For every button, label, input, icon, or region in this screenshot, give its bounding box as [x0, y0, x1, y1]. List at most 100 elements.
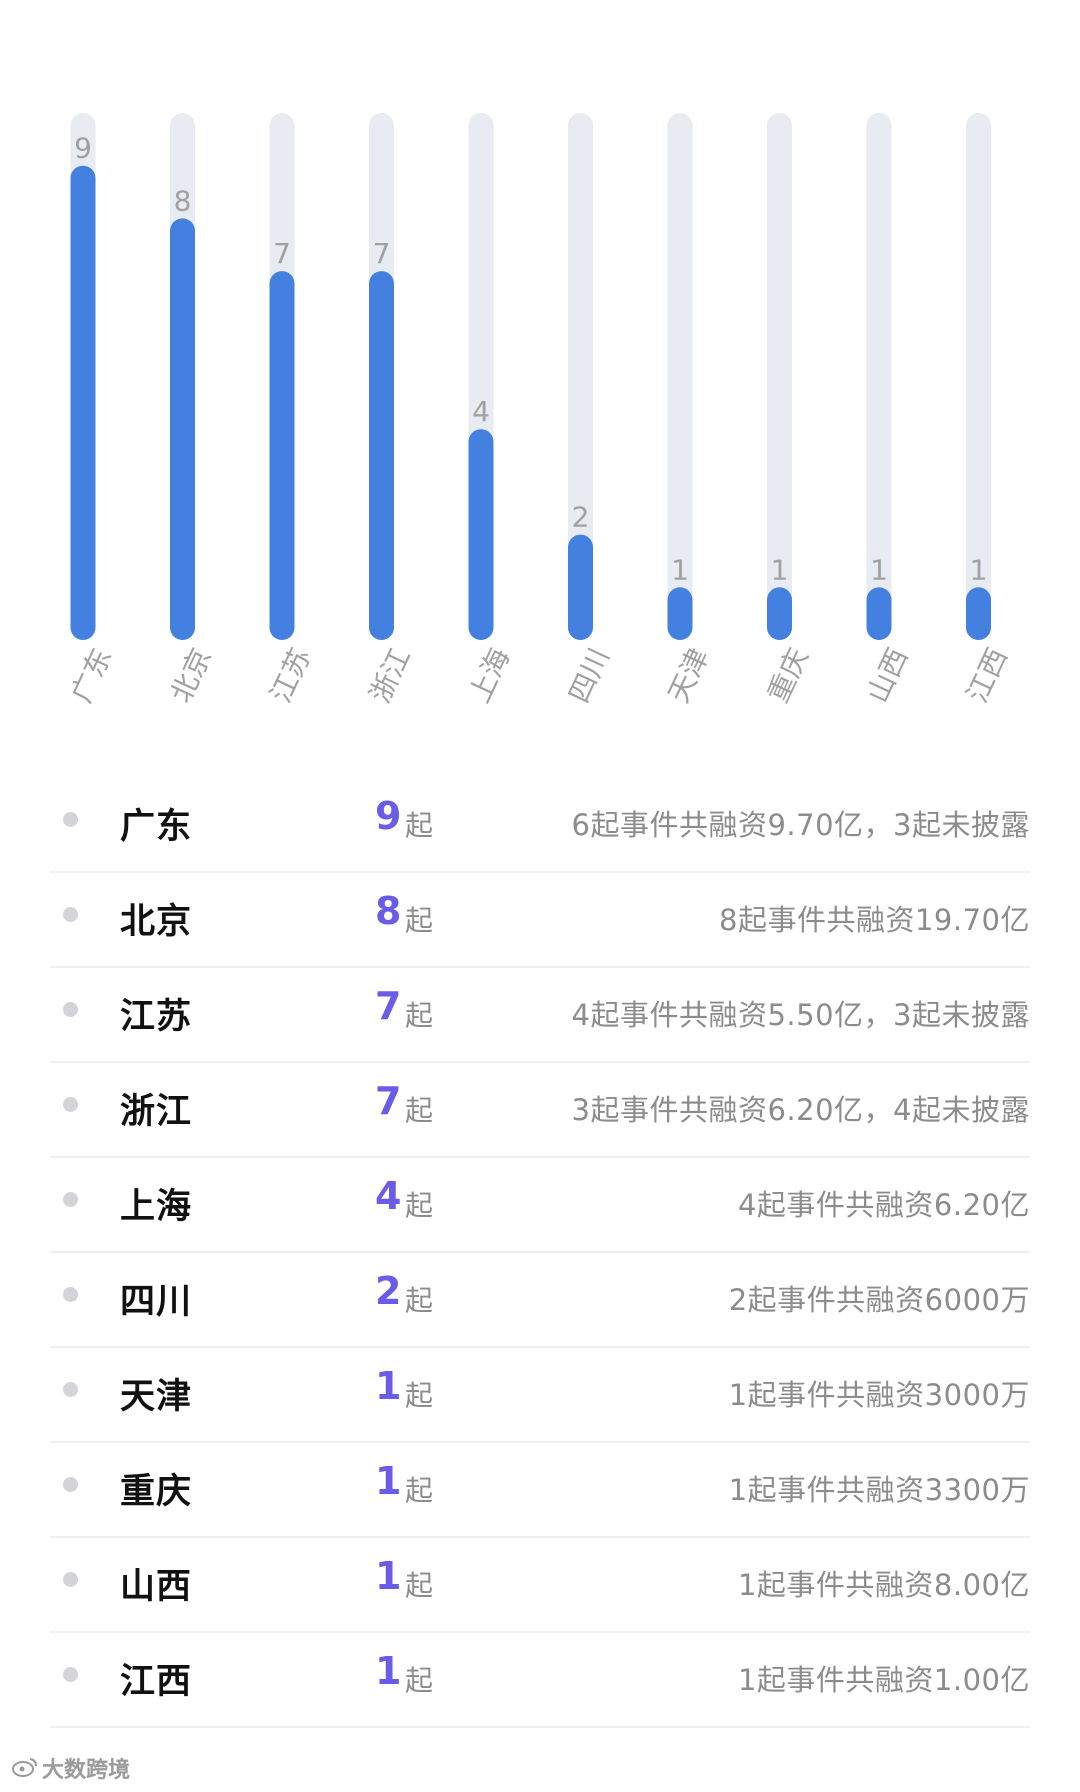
event-count: 7 — [375, 1079, 402, 1123]
bullet-dot — [63, 1382, 78, 1397]
financing-detail: 1起事件共融资1.00亿 — [737, 1663, 1030, 1697]
count-unit: 起 — [405, 1664, 434, 1697]
table-row: 天津 1 起 1起事件共融资3000万 — [50, 1348, 1030, 1443]
event-count: 1 — [375, 1364, 402, 1408]
bullet-dot — [63, 1572, 78, 1587]
table-row: 浙江 7 起 3起事件共融资6.20亿，4起未披露 — [50, 1063, 1030, 1158]
count-unit: 起 — [405, 1379, 434, 1412]
data-label: 7 — [373, 237, 391, 270]
region-name: 北京 — [120, 902, 193, 942]
category-label: 四川 — [562, 643, 616, 708]
count-unit: 起 — [405, 809, 434, 842]
data-label: 1 — [970, 553, 988, 586]
category-label: 浙江 — [363, 643, 417, 708]
table-row: 上海 4 起 4起事件共融资6.20亿 — [50, 1158, 1030, 1253]
category-label: 广东 — [65, 643, 119, 708]
bar — [866, 587, 892, 640]
region-name: 四川 — [120, 1282, 193, 1322]
count-unit: 起 — [405, 999, 434, 1032]
table-row: 江西 1 起 1起事件共融资1.00亿 — [50, 1633, 1030, 1728]
bar — [468, 429, 494, 640]
financing-detail: 4起事件共融资6.20亿 — [737, 1188, 1030, 1222]
count-unit: 起 — [405, 1094, 434, 1127]
category-label: 上海 — [463, 643, 517, 708]
table-row: 四川 2 起 2起事件共融资6000万 — [50, 1253, 1030, 1348]
category-label: 山西 — [861, 643, 915, 708]
data-label: 4 — [472, 395, 490, 428]
bar — [170, 218, 195, 640]
bullet-dot — [63, 907, 78, 922]
region-name: 江西 — [120, 1662, 193, 1702]
event-count: 9 — [375, 794, 402, 838]
table-row: 广东 9 起 6起事件共融资9.70亿，3起未披露 — [50, 778, 1030, 873]
event-count: 1 — [375, 1649, 402, 1693]
region-name: 重庆 — [120, 1472, 193, 1512]
bar-chart: 9 广东 8 北京 7 江苏 7 浙江 4 上海 2 四川 1 天津 1 重庆 1 山西 1 江西 — [65, 113, 1014, 708]
bar-track — [767, 113, 792, 640]
count-unit: 起 — [405, 1569, 434, 1602]
bar — [269, 271, 295, 640]
bullet-dot — [63, 1097, 78, 1112]
category-label: 北京 — [164, 643, 218, 708]
region-name: 江苏 — [120, 997, 193, 1037]
count-unit: 起 — [405, 1189, 434, 1222]
financing-detail: 1起事件共融资3300万 — [728, 1473, 1030, 1507]
data-label: 1 — [671, 553, 689, 586]
brand-name: 大数跨境 — [42, 1758, 131, 1783]
data-label: 7 — [273, 237, 291, 270]
financing-detail: 6起事件共融资9.70亿，3起未披露 — [571, 808, 1030, 842]
bar-track — [966, 113, 991, 640]
bullet-dot — [63, 1667, 78, 1682]
data-label: 2 — [572, 501, 590, 534]
region-name: 上海 — [120, 1187, 193, 1227]
table-row: 山西 1 起 1起事件共融资8.00亿 — [50, 1538, 1030, 1633]
event-count: 8 — [375, 889, 402, 933]
category-label: 江西 — [960, 643, 1014, 708]
bar — [70, 165, 96, 640]
bullet-dot — [63, 1002, 78, 1017]
bullet-dot — [63, 1477, 78, 1492]
data-label: 9 — [74, 132, 92, 165]
event-count: 2 — [375, 1269, 402, 1313]
data-label: 8 — [174, 184, 192, 217]
financing-detail: 1起事件共融资3000万 — [728, 1378, 1030, 1412]
region-name: 山西 — [120, 1567, 193, 1607]
financing-detail: 2起事件共融资6000万 — [728, 1283, 1030, 1317]
financing-detail: 1起事件共融资8.00亿 — [737, 1568, 1030, 1602]
category-label: 重庆 — [761, 643, 815, 708]
region-name: 广东 — [120, 807, 193, 847]
table-row: 重庆 1 起 1起事件共融资3300万 — [50, 1443, 1030, 1538]
event-count: 7 — [375, 984, 402, 1028]
table-row: 江苏 7 起 4起事件共融资5.50亿，3起未披露 — [50, 968, 1030, 1063]
event-count: 1 — [375, 1554, 402, 1598]
financing-detail: 4起事件共融资5.50亿，3起未披露 — [571, 998, 1030, 1032]
bullet-dot — [63, 1192, 78, 1207]
bar-track — [866, 113, 892, 640]
bar — [966, 587, 991, 640]
brand-logo: 大数跨境 — [12, 1752, 130, 1784]
region-name: 浙江 — [120, 1092, 193, 1132]
category-label: 江苏 — [264, 643, 318, 708]
weibo-icon — [12, 1757, 38, 1783]
bar — [667, 587, 693, 640]
count-unit: 起 — [405, 1474, 434, 1507]
bar — [369, 271, 394, 640]
bar — [767, 587, 792, 640]
count-unit: 起 — [405, 1284, 434, 1317]
event-count: 1 — [375, 1459, 402, 1503]
bar — [568, 534, 593, 640]
event-count: 4 — [375, 1174, 402, 1218]
bullet-dot — [63, 812, 78, 827]
region-name: 天津 — [120, 1377, 193, 1417]
bar-track — [667, 113, 693, 640]
table-row: 北京 8 起 8起事件共融资19.70亿 — [50, 873, 1030, 968]
region-table: 广东 9 起 6起事件共融资9.70亿，3起未披露 北京 8 起 8起事件共融资… — [50, 778, 1030, 1728]
bullet-dot — [63, 1287, 78, 1302]
data-label: 1 — [771, 553, 789, 586]
financing-detail: 8起事件共融资19.70亿 — [719, 903, 1030, 937]
financing-detail: 3起事件共融资6.20亿，4起未披露 — [571, 1093, 1030, 1127]
data-label: 1 — [870, 553, 888, 586]
bar-track — [568, 113, 593, 640]
count-unit: 起 — [405, 904, 434, 937]
category-label: 天津 — [662, 643, 716, 708]
